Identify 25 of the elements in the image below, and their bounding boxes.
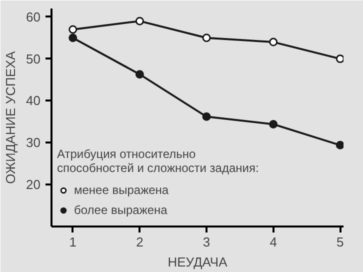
point xyxy=(135,16,144,26)
y-tick-label: 40 xyxy=(26,93,41,108)
x-tick-label: 1 xyxy=(69,234,76,250)
y-tick-label: 60 xyxy=(26,9,41,24)
point xyxy=(202,34,211,42)
y-tick-label: 50 xyxy=(26,51,41,66)
point xyxy=(135,70,144,79)
point xyxy=(202,112,211,121)
legend-title: Атрибуция относительно способностей и сложности задания: xyxy=(57,147,259,175)
y-tick-label: 30 xyxy=(26,135,41,150)
y-tick-label: 20 xyxy=(26,177,41,192)
point xyxy=(68,34,78,42)
legend-label: менее выражена xyxy=(74,183,169,197)
legend-label: более выражена xyxy=(74,203,168,217)
point xyxy=(269,120,278,128)
point xyxy=(269,38,278,46)
x-tick-label: 3 xyxy=(202,234,210,250)
point xyxy=(68,25,78,34)
y-axis-title: ОЖИДАНИЕ УСПЕХА xyxy=(3,50,18,184)
point xyxy=(336,54,344,64)
x-axis-title: НЕУДАЧА xyxy=(168,254,228,270)
point xyxy=(336,140,344,150)
x-tick-label: 2 xyxy=(136,234,144,250)
x-tick-label: 5 xyxy=(336,234,344,250)
x-tick-label: 4 xyxy=(270,234,277,250)
